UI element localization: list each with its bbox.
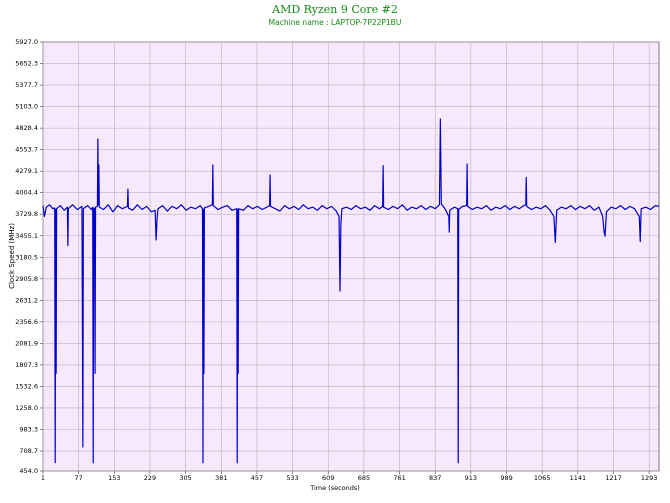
x-tick-label: 153: [108, 474, 120, 482]
x-tick-label: 837: [429, 474, 441, 482]
y-tick-label: 1807.3: [15, 361, 38, 369]
y-tick-label: 983.3: [19, 426, 38, 434]
x-tick-label: 1065: [534, 474, 551, 482]
x-tick-label: 989: [500, 474, 512, 482]
y-tick-label: 5377.7: [15, 81, 38, 89]
y-tick-label: 2356.6: [15, 318, 38, 326]
y-tick-label: 5652.3: [15, 60, 38, 68]
x-tick-label: 457: [251, 474, 263, 482]
y-axis-label: Clock Speed (MHz): [8, 223, 16, 289]
y-tick-label: 5927.0: [15, 38, 38, 46]
x-tick-label: 381: [215, 474, 227, 482]
y-tick-label: 3180.5: [15, 253, 38, 261]
y-tick-label: 2631.2: [15, 296, 38, 304]
y-tick-label: 2905.8: [15, 275, 38, 283]
x-tick-label: 685: [358, 474, 370, 482]
y-tick-label: 4553.7: [15, 146, 38, 154]
x-tick-label: 1217: [605, 474, 622, 482]
y-tick-label: 4004.4: [15, 189, 38, 197]
y-tick-label: 4279.1: [15, 167, 38, 175]
chart-subtitle: Machine name : LAPTOP-7P22P1BU: [269, 18, 402, 27]
x-tick-label: 229: [144, 474, 156, 482]
y-tick-label: 454.0: [19, 467, 38, 475]
y-tick-label: 4828.4: [15, 124, 38, 132]
x-tick-label: 761: [393, 474, 405, 482]
y-tick-label: 708.7: [19, 447, 38, 455]
x-tick-label: 1293: [641, 474, 658, 482]
y-tick-label: 1532.6: [15, 382, 38, 390]
series-line: [42, 118, 660, 464]
x-tick-label: 305: [179, 474, 191, 482]
x-tick-label: 77: [75, 474, 83, 482]
x-tick-label: 913: [465, 474, 477, 482]
y-tick-label: 3455.1: [15, 232, 38, 240]
x-tick-label: 609: [322, 474, 334, 482]
x-tick-label: 1141: [570, 474, 587, 482]
chart-title: AMD Ryzen 9 Core #2: [271, 3, 398, 16]
y-tick-label: 1258.0: [15, 404, 38, 412]
plot-area: [42, 41, 660, 472]
x-axis-label: Time (seconds): [309, 484, 360, 492]
y-tick-label: 3729.8: [15, 210, 38, 218]
x-tick-label: 533: [286, 474, 298, 482]
y-tick-label: 5103.0: [15, 103, 38, 111]
x-tick-label: 1: [41, 474, 45, 482]
y-tick-label: 2081.9: [15, 339, 38, 347]
